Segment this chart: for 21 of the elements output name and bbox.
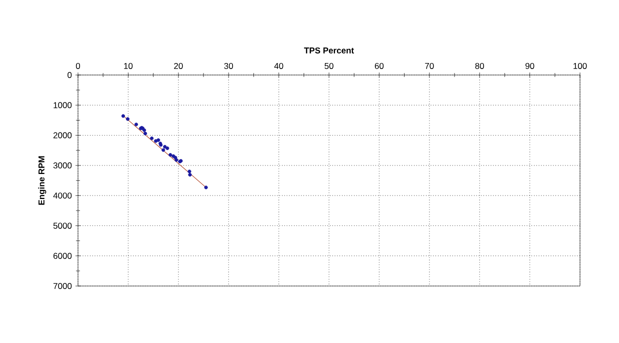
x-tick-label: 70: [425, 62, 434, 69]
y-tick-label: 5000: [53, 222, 72, 229]
x-tick-label: 0: [76, 62, 80, 69]
y-tick-label: 6000: [53, 252, 72, 259]
x-tick-label: 30: [224, 62, 233, 69]
y-tick-label: 1000: [54, 102, 72, 108]
x-tick-label: 80: [475, 62, 484, 69]
x-tick-label: 90: [525, 62, 534, 69]
y-tick-label: 7000: [53, 283, 72, 290]
y-tick-label: 4000: [53, 192, 72, 199]
y-tick-label: 3000: [53, 162, 72, 168]
y-axis-title: Engine RPM: [38, 156, 46, 205]
y-tick-label: 2000: [53, 132, 72, 138]
x-tick-label: 20: [174, 62, 183, 69]
x-tick-label: 60: [374, 62, 384, 69]
x-tick-label: 50: [324, 62, 334, 69]
x-axis-title: TPS Percent: [304, 47, 354, 54]
x-tick-label: 40: [274, 62, 284, 69]
x-tick-label: 100: [574, 62, 587, 69]
y-tick-label: 0: [68, 72, 72, 78]
x-tick-label: 10: [124, 62, 133, 69]
